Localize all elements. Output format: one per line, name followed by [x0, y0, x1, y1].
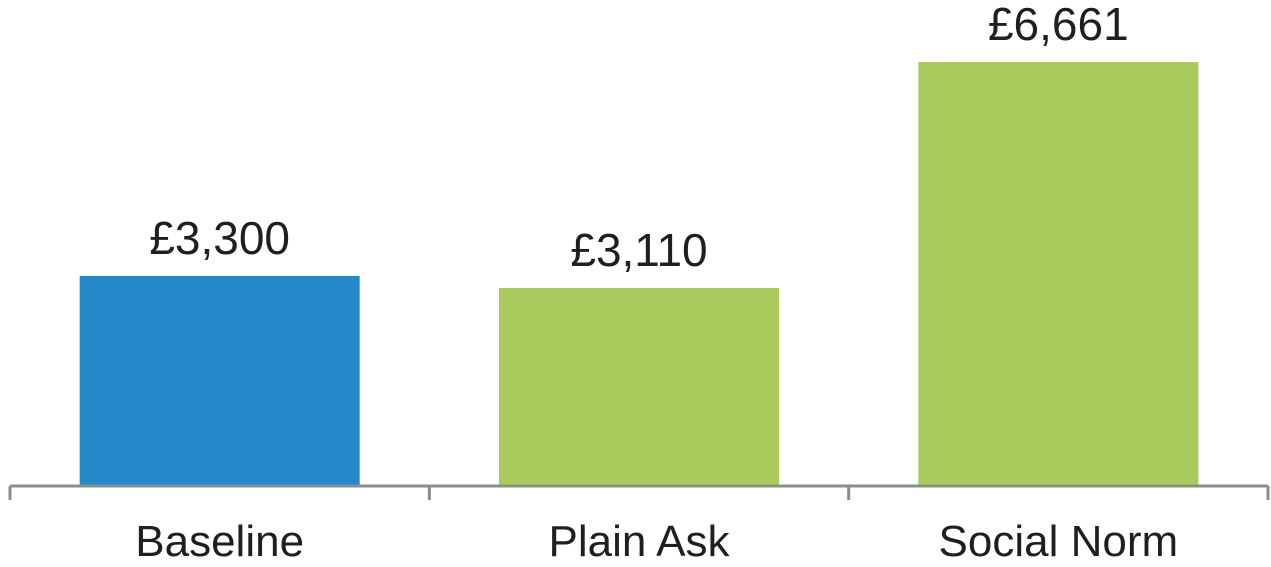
category-label-social-norm: Social Norm — [939, 517, 1179, 566]
bar-baseline — [79, 275, 360, 486]
value-labels-group: £3,300 £3,110 £6,661 — [149, 0, 1128, 276]
category-label-plain-ask: Plain Ask — [549, 517, 731, 566]
value-label-baseline: £3,300 — [149, 212, 290, 264]
value-label-plain-ask: £3,110 — [570, 224, 707, 276]
value-label-social-norm: £6,661 — [988, 0, 1129, 50]
bar-plain-ask — [499, 288, 779, 486]
bar-social-norm — [918, 62, 1199, 486]
bars-group — [79, 62, 1199, 486]
category-label-baseline: Baseline — [135, 517, 304, 566]
x-axis — [8, 484, 1270, 500]
category-labels-group: Baseline Plain Ask Social Norm — [135, 517, 1178, 566]
